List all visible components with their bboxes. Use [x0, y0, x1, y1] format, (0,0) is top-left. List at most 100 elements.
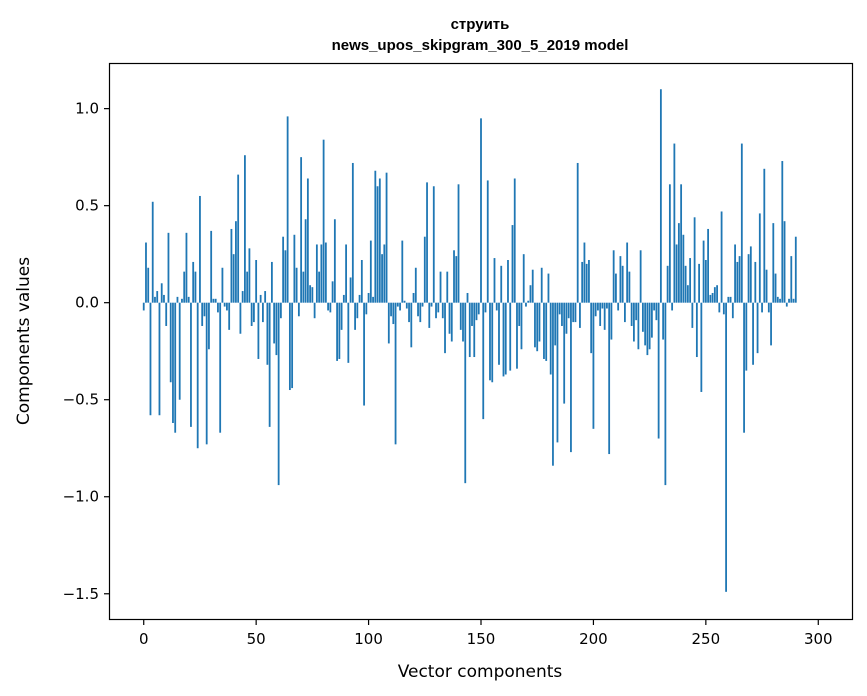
bar	[567, 302, 570, 319]
bar	[324, 242, 327, 303]
bar	[444, 302, 446, 354]
bar	[704, 260, 707, 303]
bar	[700, 302, 703, 392]
bar	[363, 302, 365, 406]
y-tick-label: 1.0	[75, 100, 99, 118]
bar	[585, 263, 588, 303]
y-tick-label: 0.5	[75, 197, 99, 215]
bar	[788, 298, 790, 303]
bar	[743, 302, 745, 433]
bar	[722, 302, 725, 315]
bar	[471, 302, 473, 326]
bar	[763, 168, 766, 303]
bar	[565, 302, 568, 334]
bar	[309, 285, 312, 303]
y-tick-label: 0.0	[75, 294, 99, 312]
bar	[453, 250, 455, 303]
bar	[653, 302, 656, 311]
bar	[322, 139, 325, 303]
bar	[459, 302, 462, 330]
bar	[563, 302, 566, 404]
bar	[790, 256, 793, 303]
bar	[365, 302, 368, 315]
bar	[212, 298, 215, 303]
bar	[770, 302, 772, 346]
bar	[516, 302, 518, 369]
bar	[372, 296, 374, 303]
bar	[664, 302, 667, 486]
bar	[536, 302, 539, 352]
bar	[194, 271, 197, 303]
bar	[736, 261, 739, 303]
bar	[776, 296, 779, 303]
bar	[403, 300, 406, 303]
bar	[210, 230, 213, 303]
bar-series	[142, 89, 797, 592]
bar	[630, 302, 633, 326]
bar	[608, 302, 611, 455]
bar	[304, 219, 307, 303]
x-tick-label: 100	[354, 630, 383, 648]
bar	[655, 302, 658, 321]
bar	[282, 236, 285, 303]
bar	[167, 232, 170, 303]
bar	[767, 302, 770, 313]
bar	[385, 172, 388, 303]
bar	[270, 261, 273, 303]
bar	[525, 302, 527, 307]
bar	[673, 143, 676, 303]
bar	[172, 302, 174, 423]
bar	[556, 302, 559, 443]
bar	[259, 294, 262, 303]
bar	[462, 302, 464, 342]
x-axis-ticks: 0 50 100 150 200 250 300	[139, 619, 833, 648]
bar	[448, 302, 451, 334]
bar	[190, 302, 192, 427]
bar	[491, 302, 494, 383]
bar	[547, 273, 550, 303]
bar	[570, 302, 572, 453]
bar	[650, 302, 653, 338]
bar	[734, 244, 736, 303]
bar	[149, 302, 152, 416]
bar	[437, 302, 440, 313]
bar	[284, 250, 287, 303]
bar	[450, 302, 453, 342]
bar	[392, 302, 395, 325]
bar	[279, 302, 282, 319]
bar	[783, 221, 786, 303]
x-tick-label: 250	[692, 630, 721, 648]
bar	[727, 296, 730, 303]
bar	[248, 248, 251, 303]
bar	[266, 302, 269, 365]
bar	[671, 302, 674, 311]
bar	[731, 302, 734, 319]
x-tick-label: 0	[139, 630, 149, 648]
bar	[662, 302, 665, 340]
bar	[302, 271, 305, 303]
bar	[603, 302, 606, 330]
bar	[619, 256, 622, 303]
bar	[273, 302, 276, 344]
bar	[235, 221, 237, 303]
bar	[482, 302, 485, 420]
bar	[606, 302, 608, 309]
bar	[486, 180, 489, 303]
bar	[781, 161, 784, 303]
bar	[677, 223, 680, 303]
bar	[223, 302, 226, 307]
bar	[329, 302, 332, 313]
bar	[761, 302, 763, 313]
bar	[579, 302, 581, 328]
bar	[275, 302, 278, 356]
bar	[342, 294, 345, 303]
bar	[176, 296, 179, 303]
bar	[156, 291, 159, 303]
bar	[356, 302, 359, 319]
bar	[435, 302, 437, 319]
bar	[423, 236, 426, 303]
bar	[219, 302, 222, 433]
bar	[641, 302, 644, 332]
bar	[378, 178, 381, 303]
bar	[277, 302, 280, 486]
